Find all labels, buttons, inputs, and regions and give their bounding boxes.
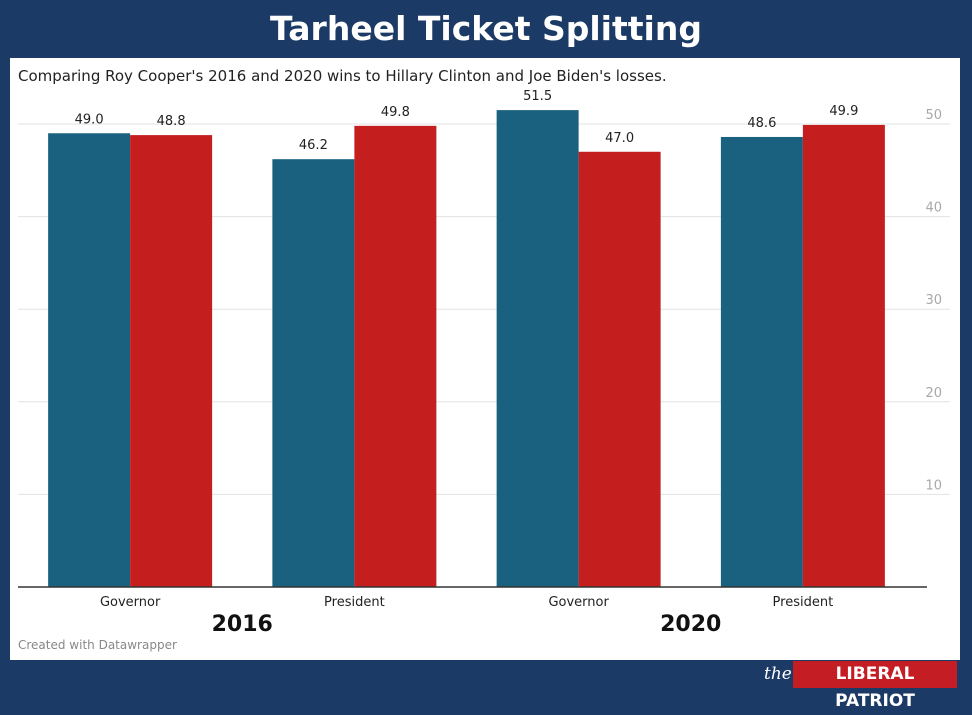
bar	[130, 135, 213, 587]
bar-value-label: 48.6	[747, 116, 776, 131]
bar-value-label: 49.9	[829, 104, 858, 119]
bar-value-label: 51.5	[523, 89, 552, 104]
y-tick-label: 50	[925, 108, 942, 123]
bar	[802, 124, 885, 588]
brand-the-text: the	[764, 664, 792, 684]
chart-title: Tarheel Ticket Splitting	[270, 9, 702, 48]
x-tick-label: President	[324, 595, 385, 610]
group-label: 2016	[212, 612, 273, 637]
bar	[496, 110, 579, 588]
bar	[720, 136, 803, 587]
bar	[272, 159, 355, 588]
bar-value-label: 48.8	[157, 114, 186, 129]
chart-panel: Comparing Roy Cooper's 2016 and 2020 win…	[10, 58, 960, 660]
y-tick-label: 20	[925, 386, 942, 401]
x-tick-label: Governor	[548, 595, 609, 610]
bar-value-label: 47.0	[605, 131, 634, 146]
bar	[354, 125, 437, 588]
credit-text: Created with Datawrapper	[18, 638, 177, 652]
x-tick-label: Governor	[100, 595, 161, 610]
y-tick-label: 30	[925, 293, 942, 308]
bar-value-label: 49.0	[75, 112, 104, 127]
brand-logo: LIBERAL PATRIOT	[793, 661, 957, 711]
bar-value-label: 49.8	[381, 105, 410, 120]
bar	[578, 151, 661, 587]
x-tick-label: President	[773, 595, 834, 610]
bar-value-label: 46.2	[299, 138, 328, 153]
bar-chart: 10 20 30 40 50 49.0 48.8 Governor 46.2 49.8 Presid…	[18, 89, 950, 637]
y-tick-label: 10	[925, 478, 942, 493]
chart-subtitle: Comparing Roy Cooper's 2016 and 2020 win…	[18, 67, 667, 85]
y-tick-label: 40	[925, 201, 942, 216]
group-label: 2020	[660, 612, 721, 637]
bar	[48, 133, 131, 587]
